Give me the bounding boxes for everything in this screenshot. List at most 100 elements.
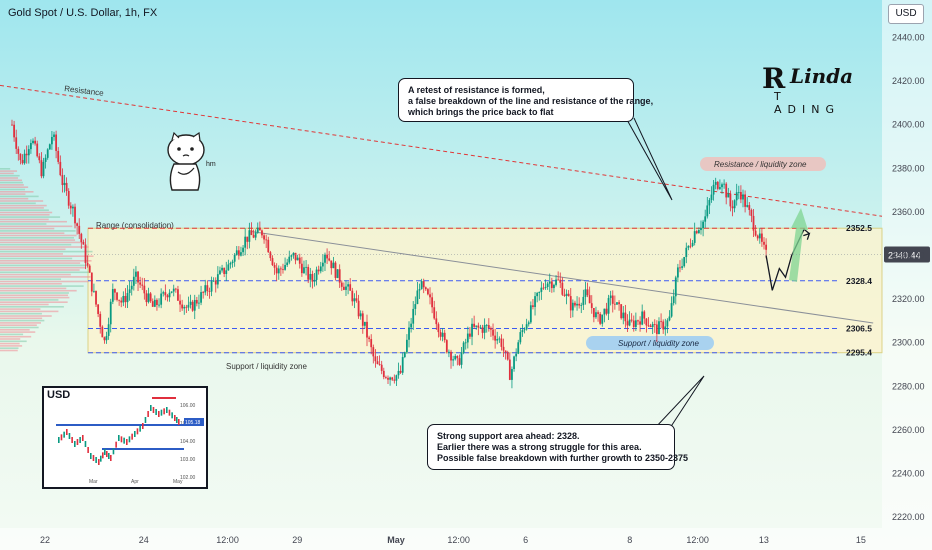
candle-body: [181, 304, 184, 309]
candle-body: [448, 351, 450, 353]
time-axis-panel: [0, 528, 882, 550]
inset-y-label: 106.00: [180, 403, 196, 409]
x-tick-label: 13: [759, 535, 769, 545]
inset-candle: [163, 408, 165, 415]
inset-price-tag-label: 105.18: [185, 420, 201, 426]
candle-body: [244, 236, 247, 248]
volume-profile-bar: [0, 303, 49, 306]
candle-body: [78, 225, 81, 234]
candle-body: [502, 346, 505, 351]
inset-candle: [104, 449, 106, 455]
volume-profile-bar: [0, 174, 20, 177]
candle-body: [391, 377, 394, 380]
candle-body: [525, 324, 528, 330]
candle-body: [284, 265, 286, 270]
candle-body: [624, 312, 627, 322]
candle-body: [586, 289, 589, 296]
candle-body: [668, 316, 671, 321]
x-tick-label: 12:00: [216, 535, 239, 545]
volume-profile-bar: [0, 306, 64, 308]
candle-body: [59, 161, 62, 176]
volume-profile-bar: [0, 243, 72, 246]
candle-body: [538, 291, 541, 293]
candle-body: [578, 303, 581, 306]
volume-profile-bar: [0, 257, 73, 260]
inset-candle: [100, 455, 102, 462]
candle-body: [477, 325, 480, 328]
candle-body: [742, 194, 744, 200]
target-arrow: [789, 208, 808, 282]
candle-body: [177, 289, 179, 301]
candle-body: [214, 280, 217, 285]
callout-bottom-line: Strong support area ahead: 2328.: [437, 431, 580, 441]
candle-body: [269, 252, 272, 259]
candle-body: [99, 313, 102, 327]
inset-candle: [168, 409, 171, 416]
volume-profile-bar: [0, 232, 65, 234]
candle-body: [74, 206, 76, 224]
volume-profile-bar: [0, 335, 32, 338]
candle-body: [628, 319, 631, 326]
candle-body: [273, 265, 276, 268]
candle-body: [523, 329, 526, 331]
candle-body: [469, 333, 471, 337]
candle-body: [158, 304, 160, 306]
inset-candle: [110, 455, 112, 461]
candle-body: [366, 321, 368, 338]
candle-body: [424, 287, 427, 290]
candle-body: [25, 153, 28, 156]
candle-body: [95, 290, 97, 305]
volume-profile-bar: [0, 202, 36, 205]
candle-body: [765, 244, 768, 250]
candle-body: [660, 321, 662, 323]
candle-body: [139, 282, 142, 285]
candle-body: [580, 305, 583, 306]
candle-body: [666, 320, 669, 327]
candle-body: [300, 263, 303, 274]
candle-body: [401, 357, 404, 373]
candle-body: [500, 338, 503, 347]
candle-body: [748, 205, 751, 210]
candle-body: [695, 231, 698, 234]
currency-button[interactable]: USD: [888, 4, 924, 24]
candle-body: [363, 321, 366, 326]
candle-body: [679, 267, 681, 269]
candle-body: [632, 320, 635, 327]
candle-body: [460, 352, 463, 365]
candle-body: [351, 290, 354, 302]
inset-candle: [79, 437, 81, 443]
candle-body: [57, 150, 60, 162]
candle-body: [475, 325, 478, 327]
candle-body: [740, 191, 742, 200]
candle-body: [582, 296, 585, 306]
candle-body: [479, 327, 482, 329]
candle-body: [731, 206, 734, 209]
range-diagonal-line: [251, 230, 874, 324]
candle-body: [429, 294, 431, 298]
candle-body: [93, 290, 95, 292]
candle-body: [246, 236, 249, 242]
candle-body: [702, 221, 704, 229]
candle-body: [687, 245, 690, 248]
candle-body: [76, 223, 79, 226]
candle-body: [609, 295, 612, 299]
candle-body: [641, 311, 644, 325]
candle-body: [267, 239, 270, 253]
candle-body: [746, 205, 749, 207]
candle-body: [336, 269, 339, 278]
candle-body: [464, 342, 467, 344]
inset-candle: [142, 423, 144, 429]
inset-candle: [71, 437, 73, 443]
inset-candle: [115, 441, 117, 448]
inset-price-tag: [184, 418, 204, 426]
x-tick-label: 29: [292, 535, 302, 545]
candle-body: [195, 299, 198, 304]
candle-body: [141, 284, 144, 286]
candle-body: [90, 272, 93, 292]
candle-body: [389, 377, 392, 380]
volume-profile-bar: [0, 326, 39, 329]
inset-candle: [178, 419, 180, 425]
candle-body: [437, 324, 440, 333]
volume-profile-bar: [0, 280, 89, 283]
